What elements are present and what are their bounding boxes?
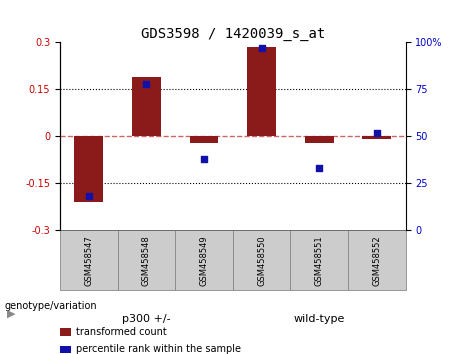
Text: GSM458551: GSM458551: [315, 235, 324, 286]
Point: [142, 81, 150, 87]
Title: GDS3598 / 1420039_s_at: GDS3598 / 1420039_s_at: [141, 28, 325, 41]
Bar: [290, 230, 348, 290]
Bar: [74, 136, 103, 202]
Text: ▶: ▶: [7, 308, 15, 318]
Text: wild-type: wild-type: [294, 314, 345, 324]
Text: GSM458547: GSM458547: [84, 235, 93, 286]
Bar: [233, 230, 290, 290]
Text: GSM458548: GSM458548: [142, 235, 151, 286]
Bar: [305, 136, 334, 143]
Point: [258, 45, 266, 51]
Bar: [60, 230, 118, 290]
Text: genotype/variation: genotype/variation: [5, 301, 97, 311]
Point: [373, 130, 381, 135]
Point: [200, 156, 207, 162]
Text: percentile rank within the sample: percentile rank within the sample: [76, 344, 241, 354]
Bar: [247, 47, 276, 136]
Text: GSM458550: GSM458550: [257, 235, 266, 286]
Point: [85, 194, 92, 199]
Bar: [189, 136, 219, 143]
Bar: [132, 77, 161, 136]
Text: GSM458549: GSM458549: [200, 235, 208, 286]
Point: [315, 165, 323, 171]
Text: p300 +/-: p300 +/-: [122, 314, 171, 324]
Bar: [362, 136, 391, 139]
Text: GSM458552: GSM458552: [372, 235, 381, 286]
Bar: [175, 230, 233, 290]
Bar: [348, 230, 406, 290]
Text: transformed count: transformed count: [76, 327, 167, 337]
Bar: [118, 230, 175, 290]
